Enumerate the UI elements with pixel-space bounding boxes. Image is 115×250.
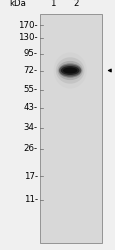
Ellipse shape [57,61,82,80]
Text: 72-: 72- [23,66,37,75]
Text: 26-: 26- [23,144,37,153]
Ellipse shape [60,66,79,75]
Text: 1: 1 [50,0,55,8]
Text: 43-: 43- [23,104,37,112]
Text: 11-: 11- [23,196,37,204]
Text: 55-: 55- [23,86,37,94]
Text: 34-: 34- [23,124,37,132]
Text: 170-: 170- [18,20,37,30]
Ellipse shape [62,68,77,73]
Ellipse shape [59,64,80,76]
Ellipse shape [55,57,84,84]
Text: 95-: 95- [23,49,37,58]
Text: kDa: kDa [9,0,26,8]
Ellipse shape [58,63,81,78]
Ellipse shape [53,52,86,88]
Text: 17-: 17- [23,172,37,181]
Text: 2: 2 [73,0,78,8]
Text: 130-: 130- [18,33,37,42]
Bar [40,14,101,242]
